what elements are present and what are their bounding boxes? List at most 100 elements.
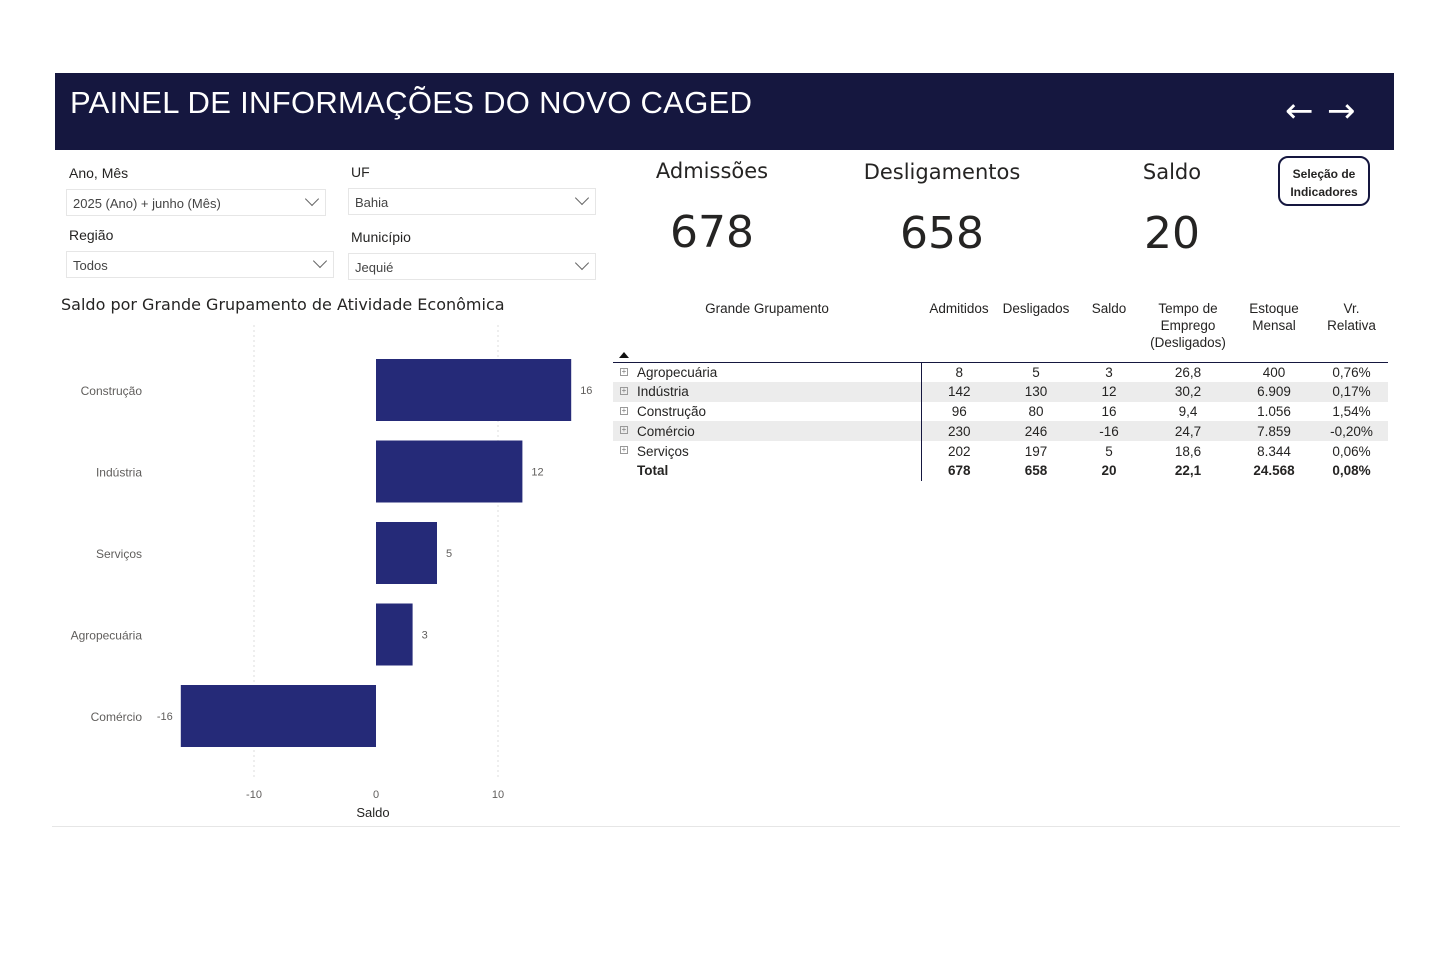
x-tick-label: -10: [246, 789, 262, 801]
cell: 678: [947, 463, 971, 479]
filter-uf-dropdown[interactable]: Bahia: [348, 188, 596, 215]
col-header[interactable]: Admitidos: [921, 300, 997, 363]
cell: 9,4: [1178, 403, 1198, 419]
kpi-saldo-label: Saldo: [1142, 160, 1202, 184]
table-row: + Agropecuária 8 5 3 26,8 400 0,76%: [613, 362, 1388, 382]
table-row: + Comércio 230 246 -16 24,7 7.859 -0,20%: [613, 421, 1388, 442]
table-row: + Indústria 142 130 12 30,2 6.909 0,17%: [613, 381, 1388, 402]
kpi-desligamentos-label: Desligamentos: [863, 160, 1021, 184]
cell: -0,20%: [1315, 421, 1388, 442]
cell: 3: [1105, 364, 1113, 380]
filter-ano-mes-dropdown[interactable]: 2025 (Ano) + junho (Mês): [66, 189, 326, 216]
cell: 24.568: [1253, 463, 1295, 479]
table-header-row: Grande Grupamento Admitidos Desligados S…: [613, 300, 1388, 363]
data-label: 16: [580, 385, 592, 397]
col-header[interactable]: Vr. Relativa: [1315, 300, 1388, 363]
bar[interactable]: [376, 359, 572, 421]
x-tick-label: 0: [373, 789, 379, 801]
table-row: + Serviços 202 197 5 18,6 8.344 0,06%: [613, 441, 1388, 461]
filter-value: 2025 (Ano) + junho (Mês): [73, 196, 221, 211]
expand-icon[interactable]: +: [620, 445, 628, 455]
cell: 5: [1032, 364, 1040, 380]
cell: -16: [1075, 421, 1143, 442]
expand-icon[interactable]: +: [620, 425, 628, 435]
cell: 8: [955, 364, 963, 380]
cell: 80: [1028, 403, 1044, 419]
header-banner: PAINEL DE INFORMAÇÕES DO NOVO CAGED ← →: [55, 73, 1394, 150]
kpi-admissoes-label: Admissões: [655, 159, 769, 183]
category-label: Serviços: [96, 547, 142, 561]
expand-icon[interactable]: +: [620, 366, 628, 376]
cell: 197: [1024, 443, 1048, 459]
forward-arrow-icon[interactable]: →: [1327, 91, 1356, 131]
cell: 22,1: [1174, 463, 1202, 479]
back-arrow-icon[interactable]: ←: [1285, 91, 1314, 131]
col-header[interactable]: Estoque Mensal: [1233, 300, 1315, 363]
filter-label-ano-mes: Ano, Mês: [69, 165, 129, 181]
bar[interactable]: [180, 685, 376, 747]
row-label: + Comércio: [613, 421, 922, 442]
bar[interactable]: [376, 522, 437, 584]
filter-value: Jequié: [355, 260, 394, 275]
cell: 96: [951, 403, 967, 419]
cell: 7.859: [1233, 421, 1315, 442]
cell: 142: [921, 381, 997, 402]
chart-title: Saldo por Grande Grupamento de Atividade…: [61, 295, 505, 314]
category-label: Construção: [81, 384, 143, 398]
button-label-line2: Indicadores: [1290, 185, 1358, 199]
cell: 1,54%: [1332, 403, 1371, 419]
cell: 5: [1105, 443, 1113, 459]
bar[interactable]: [376, 440, 523, 503]
cell: 130: [997, 381, 1075, 402]
category-label: Indústria: [96, 466, 142, 480]
row-label: Total: [613, 460, 922, 481]
cell: 24,7: [1143, 421, 1233, 442]
col-header[interactable]: Desligados: [997, 300, 1075, 363]
expand-icon[interactable]: +: [620, 385, 628, 395]
cell: 400: [1262, 364, 1286, 380]
cell: 18,6: [1174, 443, 1202, 459]
cell: 202: [947, 443, 971, 459]
filter-label-regiao: Região: [69, 227, 114, 243]
x-tick-label: 10: [492, 789, 504, 801]
col-header[interactable]: Tempo de Emprego (Desligados): [1143, 300, 1233, 363]
category-label: Comércio: [91, 710, 143, 724]
cell: 30,2: [1143, 381, 1233, 402]
kpi-saldo-value: 20: [1144, 208, 1200, 259]
cell: 0,08%: [1332, 463, 1371, 479]
data-label: 3: [422, 630, 428, 642]
data-table: Grande Grupamento Admitidos Desligados S…: [613, 300, 1388, 481]
col-header[interactable]: Saldo: [1075, 300, 1143, 363]
col-header[interactable]: Grande Grupamento: [613, 300, 921, 363]
filter-value: Todos: [73, 258, 108, 273]
filter-label-municipio: Município: [351, 229, 411, 245]
page-title: PAINEL DE INFORMAÇÕES DO NOVO CAGED: [70, 85, 753, 120]
table-total-row: Total 678 658 20 22,1 24.568 0,08%: [613, 460, 1388, 481]
bar[interactable]: [376, 603, 413, 666]
data-label: 12: [531, 467, 543, 479]
kpi-admissoes-value: 678: [670, 207, 754, 258]
row-label: + Serviços: [613, 441, 922, 461]
data-label: -16: [157, 711, 173, 723]
row-label: + Agropecuária: [613, 362, 922, 382]
cell: 6.909: [1233, 381, 1315, 402]
cell: 16: [1101, 403, 1117, 419]
cell: 20: [1101, 463, 1117, 479]
table-row: + Construção 96 80 16 9,4 1.056 1,54%: [613, 401, 1388, 422]
cell: 26,8: [1174, 364, 1202, 380]
filter-municipio-dropdown[interactable]: Jequié: [348, 253, 596, 280]
cell: 8.344: [1257, 443, 1291, 459]
indicator-selection-button[interactable]: Seleção de Indicadores: [1278, 156, 1370, 206]
button-label-line1: Seleção de: [1292, 167, 1356, 181]
cell: 1.056: [1257, 403, 1291, 419]
data-label: 5: [446, 548, 452, 560]
filter-label-uf: UF: [351, 164, 370, 180]
cell: 246: [997, 421, 1075, 442]
row-label: + Indústria: [613, 381, 922, 402]
row-label: + Construção: [613, 401, 922, 422]
cell: 0,06%: [1332, 443, 1371, 459]
filter-regiao-dropdown[interactable]: Todos: [66, 251, 334, 278]
saldo-bar-chart: -10 0 10 Construção 16 Indústria 12 Serviços 5 Ag…: [71, 325, 592, 820]
cell: 658: [1024, 463, 1048, 479]
expand-icon[interactable]: +: [620, 405, 628, 415]
